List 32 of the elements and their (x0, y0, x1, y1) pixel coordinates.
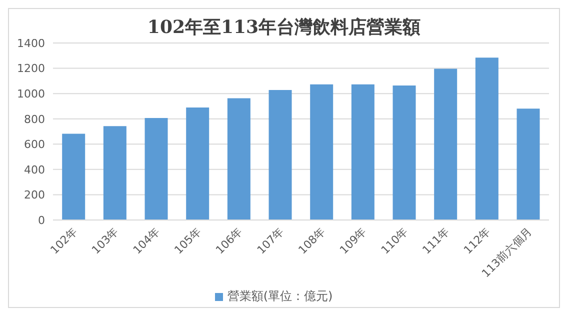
bar (144, 118, 168, 220)
y-tick-label: 0 (38, 214, 45, 227)
y-tick-label: 1200 (17, 62, 45, 76)
y-tick-label: 600 (24, 138, 45, 152)
bar (268, 90, 292, 220)
x-tick-label: 111年 (420, 224, 452, 257)
bar (351, 84, 374, 220)
y-tick-label: 1400 (17, 36, 45, 50)
x-tick-label: 108年 (296, 224, 328, 257)
bar (392, 85, 416, 220)
x-tick-label: 105年 (172, 224, 204, 257)
x-tick-label: 109年 (337, 224, 370, 257)
chart-title: 102年至113年台灣飲料店營業額 (147, 17, 421, 38)
x-tick-label: 110年 (378, 224, 410, 257)
x-tick-label: 102年 (48, 224, 80, 257)
bar (227, 98, 250, 220)
bar (186, 107, 210, 220)
bar (62, 134, 86, 220)
x-tick-label: 106年 (213, 224, 246, 257)
y-tick-label: 200 (24, 188, 45, 202)
x-tick-label: 112年 (461, 224, 494, 257)
x-tick-label: 104年 (130, 224, 162, 257)
bar (475, 58, 498, 220)
bar (103, 126, 126, 220)
bar (434, 68, 458, 220)
x-tick-label: 103年 (89, 224, 122, 257)
y-tick-label: 400 (24, 163, 45, 176)
bar (516, 108, 540, 220)
legend-label: 營業額(單位：億元) (227, 289, 333, 303)
y-tick-label: 1000 (17, 87, 45, 100)
y-tick-label: 800 (24, 112, 45, 126)
bar (310, 84, 334, 220)
